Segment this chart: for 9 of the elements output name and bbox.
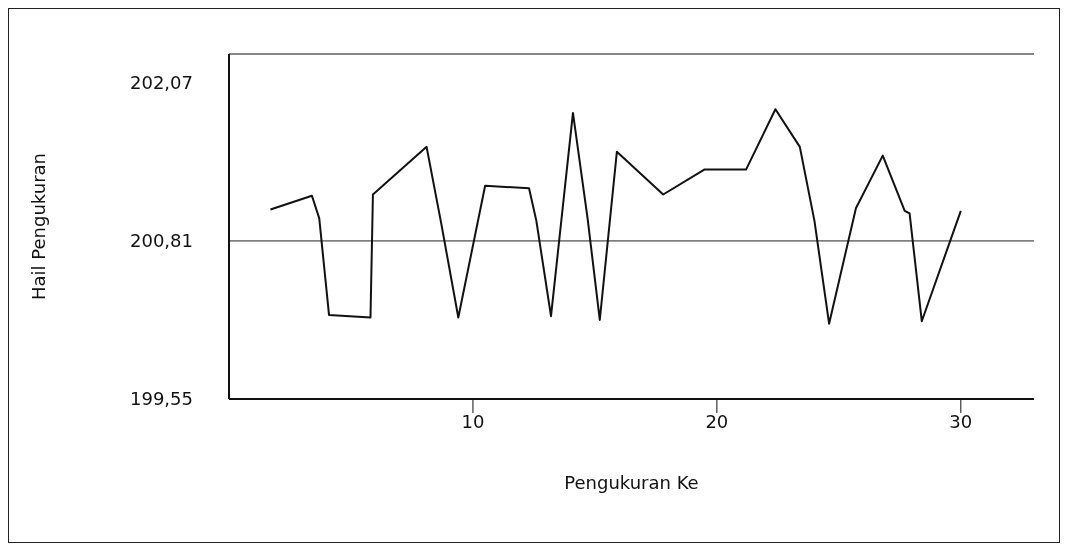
y-tick-label: 202,07 (130, 72, 193, 94)
x-tick-label: 20 (705, 410, 729, 432)
y-axis-title: Hail Pengukuran (28, 153, 50, 300)
x-tick-label: 30 (949, 410, 973, 432)
line-series (269, 108, 962, 325)
x-axis-title: Pengukuran Ke (564, 472, 699, 493)
y-tick-label: 199,55 (130, 388, 193, 410)
x-tick-label: 10 (461, 410, 485, 432)
y-tick-label: 200,81 (130, 230, 193, 252)
